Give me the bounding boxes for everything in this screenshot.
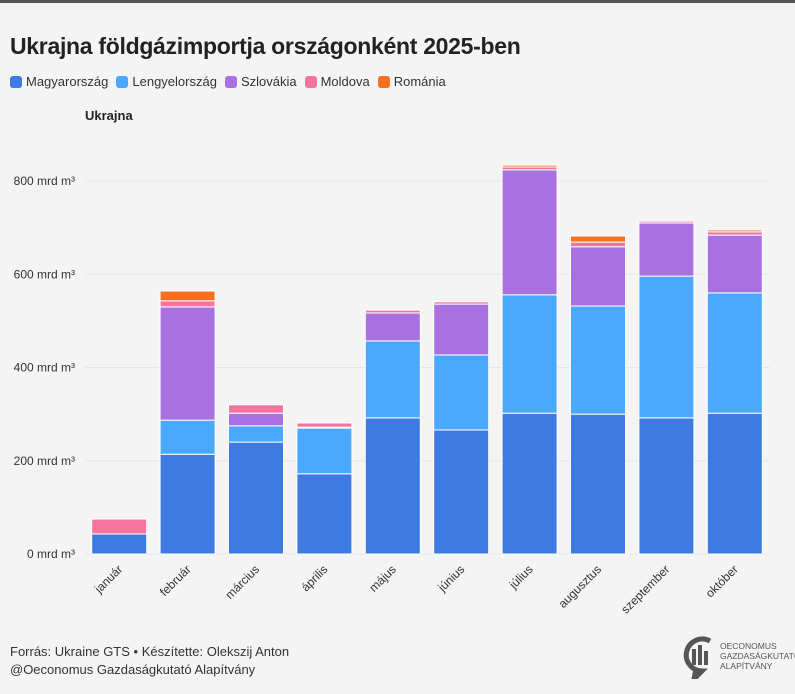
bar-segment-lengyelország[interactable] [433, 354, 490, 431]
source-text: Forrás: Ukraine GTS • Készítette: Oleksz… [10, 644, 290, 659]
bar-segment-lengyelország[interactable] [159, 419, 216, 455]
bar-segment-szlovákia[interactable] [228, 412, 284, 427]
x-tick-label: szeptember [618, 562, 672, 616]
x-tick-label: június [435, 562, 468, 595]
bar-segment-magyarország[interactable] [159, 453, 216, 555]
legend-item[interactable]: Moldova [304, 74, 370, 89]
logo-line: OECONOMUS [720, 641, 777, 651]
x-tick-label: május [366, 562, 399, 595]
bar-segment-szlovákia[interactable] [159, 306, 216, 421]
legend-label: Magyarország [26, 74, 109, 89]
legend-swatch [304, 75, 317, 88]
bar-segment-románia[interactable] [501, 164, 558, 168]
bar-segment-lengyelország[interactable] [501, 294, 558, 414]
bar-segment-magyarország[interactable] [638, 417, 695, 555]
bar-segment-moldova[interactable] [296, 422, 353, 428]
bar-segment-lengyelország[interactable] [296, 427, 353, 475]
legend-item[interactable]: Románia [377, 74, 446, 89]
logo-line: GAZDASÁGKUTATÓ [720, 651, 795, 661]
bar-segment-magyarország[interactable] [433, 429, 490, 555]
legend: Magyarország Lengyelország Szlovákia Moldov… [10, 74, 446, 89]
bar-segment-románia[interactable] [706, 229, 763, 233]
oeconomus-logo: OECONOMUS GAZDASÁGKUTATÓ ALAPÍTVÁNY [680, 633, 795, 679]
bar-segment-szlovákia[interactable] [706, 234, 763, 294]
bar-segment-szlovákia[interactable] [638, 222, 695, 277]
x-tick-label: február [157, 562, 194, 599]
bar-segment-magyarország[interactable] [570, 413, 626, 555]
legend-item[interactable]: Magyarország [10, 74, 108, 89]
y-tick-label: 800 mrd m³ [14, 174, 75, 188]
y-tick-label: 200 mrd m³ [14, 454, 75, 468]
bar-segment-lengyelország[interactable] [706, 292, 763, 414]
y-axis-title: Ukrajna [85, 108, 133, 123]
legend-label: Moldova [320, 74, 370, 89]
bar-segment-szlovákia[interactable] [570, 246, 626, 307]
bar-segment-lengyelország[interactable] [638, 275, 695, 419]
y-tick-label: 400 mrd m³ [14, 361, 75, 375]
legend-item[interactable]: Lengyelország [116, 74, 217, 89]
bar-segment-lengyelország[interactable] [364, 340, 421, 419]
bar-segment-magyarország[interactable] [706, 412, 763, 555]
bar-segment-moldova[interactable] [228, 404, 284, 414]
source-note: Forrás: Ukraine GTS • Készítette: Oleksz… [10, 643, 289, 679]
y-tick-label: 0 mrd m³ [27, 547, 75, 561]
bar-segment-szlovákia[interactable] [501, 169, 558, 296]
bar-segment-magyarország[interactable] [364, 417, 421, 555]
bar-segment-moldova[interactable] [638, 220, 695, 224]
x-tick-label: október [703, 562, 741, 600]
logo-line: ALAPÍTVÁNY [720, 661, 773, 671]
bar-segment-magyarország[interactable] [296, 473, 353, 555]
legend-label: Szlovákia [240, 74, 297, 89]
bar-segment-moldova[interactable] [159, 300, 216, 308]
logo-icon [683, 636, 712, 679]
legend-item[interactable]: Szlovákia [224, 74, 297, 89]
bar-segment-románia[interactable] [159, 290, 216, 302]
x-tick-label: július [506, 562, 536, 592]
bar-segment-moldova[interactable] [91, 518, 148, 535]
legend-swatch [377, 75, 390, 88]
legend-swatch [224, 75, 237, 88]
bar-segment-lengyelország[interactable] [228, 425, 284, 443]
bar-segment-szlovákia[interactable] [433, 303, 490, 356]
legend-label: Lengyelország [132, 74, 217, 89]
bar-segment-románia[interactable] [570, 235, 626, 243]
y-tick-label: 600 mrd m³ [14, 267, 75, 281]
bar-segment-moldova[interactable] [433, 301, 490, 305]
bar-segment-szlovákia[interactable] [364, 312, 421, 342]
bar-segment-magyarország[interactable] [501, 412, 558, 555]
x-tick-label: április [298, 562, 330, 594]
legend-swatch [10, 75, 22, 88]
x-tick-label: március [223, 562, 263, 602]
bar-segment-magyarország[interactable] [228, 441, 284, 555]
x-tick-label: augusztus [556, 562, 605, 611]
chart-title: Ukrajna földgázimportja országonként 202… [10, 33, 521, 59]
x-tick-label: január [91, 562, 125, 596]
bar-segment-moldova[interactable] [364, 309, 421, 314]
bar-segment-moldova[interactable] [570, 241, 626, 248]
bar-segment-magyarország[interactable] [91, 533, 148, 555]
legend-swatch [116, 75, 129, 88]
legend-label: Románia [393, 74, 446, 89]
bar-segment-lengyelország[interactable] [570, 305, 626, 415]
copyright-text: @Oeconomus Gazdaságkutató Alapítvány [10, 662, 256, 677]
plot-area: Ukrajna 0 mrd m³ 200 mrd m³ 400 mrd m³ 600 m… [14, 108, 770, 616]
